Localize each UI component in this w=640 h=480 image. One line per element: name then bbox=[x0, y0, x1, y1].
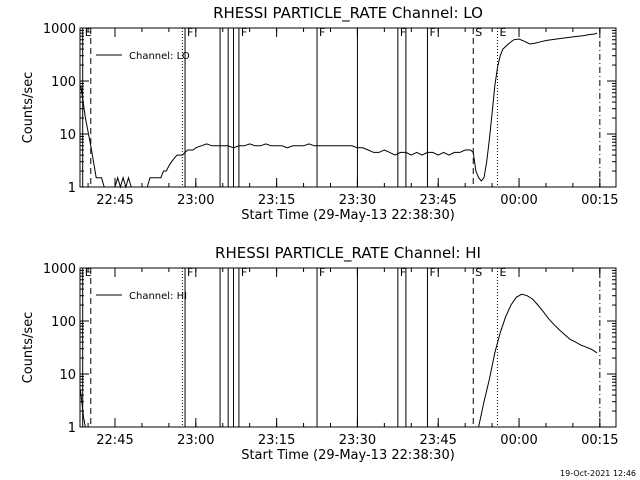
chart-title: RHESSI PARTICLE_RATE Channel: HI bbox=[215, 244, 481, 263]
x-tick-label: 23:45 bbox=[419, 433, 456, 448]
event-marker-label: F bbox=[429, 26, 435, 39]
event-marker-label: E bbox=[85, 266, 92, 279]
y-axis-label: Counts/sec bbox=[21, 72, 36, 144]
y-tick-label: 100 bbox=[51, 315, 76, 330]
x-tick-label: 00:15 bbox=[581, 193, 618, 208]
y-tick-label: 100 bbox=[51, 75, 76, 90]
event-marker-label: S bbox=[475, 26, 482, 39]
footer-timestamp: 19-Oct-2021 12:46 bbox=[560, 469, 636, 478]
series-line bbox=[79, 293, 598, 428]
event-marker-label: F bbox=[319, 266, 325, 279]
y-tick-label: 10 bbox=[59, 128, 76, 143]
plot-frame bbox=[79, 27, 617, 188]
event-marker-label: E bbox=[499, 26, 506, 39]
y-tick-label: 10 bbox=[59, 368, 76, 383]
series-line bbox=[80, 32, 598, 189]
x-tick-label: 22:45 bbox=[96, 433, 133, 448]
y-tick-label: 1 bbox=[68, 181, 76, 196]
event-marker-label: E bbox=[499, 266, 506, 279]
event-marker-label: F bbox=[187, 26, 193, 39]
x-tick-label: 23:15 bbox=[258, 193, 295, 208]
legend-label: Channel: LO bbox=[129, 51, 190, 62]
event-marker-label: F bbox=[400, 266, 406, 279]
x-tick-label: 00:00 bbox=[500, 193, 537, 208]
event-marker-label: E bbox=[85, 26, 92, 39]
x-axis-label: Start Time (29-May-13 22:38:30) bbox=[241, 448, 455, 463]
x-axis-label: Start Time (29-May-13 22:38:30) bbox=[241, 208, 455, 223]
x-tick-label: 00:00 bbox=[500, 433, 537, 448]
chart-title: RHESSI PARTICLE_RATE Channel: LO bbox=[213, 4, 483, 23]
event-marker-label: F bbox=[319, 26, 325, 39]
x-tick-label: 22:45 bbox=[96, 193, 133, 208]
y-tick-label: 1000 bbox=[43, 22, 76, 37]
x-tick-label: 23:30 bbox=[339, 193, 376, 208]
event-marker-label: F bbox=[429, 266, 435, 279]
y-tick-label: 1000 bbox=[43, 262, 76, 277]
event-marker-label: F bbox=[241, 266, 247, 279]
event-marker-label: F bbox=[400, 26, 406, 39]
x-tick-label: 23:00 bbox=[177, 193, 214, 208]
event-marker-label: S bbox=[475, 266, 482, 279]
x-tick-label: 23:00 bbox=[177, 433, 214, 448]
x-tick-label: 23:15 bbox=[258, 433, 295, 448]
x-tick-label: 23:45 bbox=[419, 193, 456, 208]
event-marker-label: F bbox=[241, 26, 247, 39]
x-tick-label: 23:30 bbox=[339, 433, 376, 448]
y-axis-label: Counts/sec bbox=[21, 312, 36, 384]
chart-panel-0: RHESSI PARTICLE_RATE Channel: LO 1 10 100 10… bbox=[21, 4, 619, 223]
event-marker-label: F bbox=[187, 266, 193, 279]
y-tick-label: 1 bbox=[68, 421, 76, 436]
legend-label: Channel: HI bbox=[129, 291, 187, 302]
chart-panel-1: RHESSI PARTICLE_RATE Channel: HI 1 10 100 10… bbox=[21, 244, 619, 463]
x-tick-label: 00:15 bbox=[581, 433, 618, 448]
